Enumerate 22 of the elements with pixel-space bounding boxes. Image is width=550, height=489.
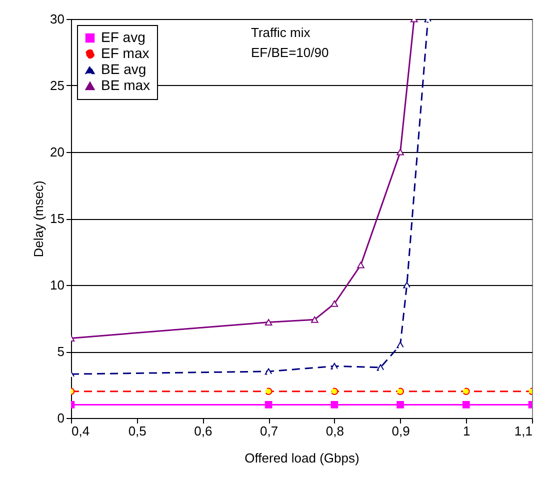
y-tick-label: 20 bbox=[50, 144, 64, 160]
y-tick-label: 15 bbox=[50, 211, 64, 226]
legend-label: EF max bbox=[101, 45, 150, 61]
y-tick-label: 25 bbox=[50, 78, 64, 93]
legend-label: BE max bbox=[101, 77, 150, 93]
x-tick-label: 0,5 bbox=[128, 424, 146, 438]
y-tick-label: 10 bbox=[50, 278, 64, 292]
x-tick-label: 0,4 bbox=[72, 424, 90, 438]
y-axis-title: Delay (msec) bbox=[31, 180, 46, 258]
x-axis-title: Offered load (Gbps) bbox=[244, 450, 360, 466]
x-tick-label: 0,6 bbox=[194, 424, 212, 438]
legend-label: EF avg bbox=[101, 29, 146, 45]
y-tick-label: 30 bbox=[50, 12, 64, 26]
annotation: Traffic mix EF/BE=10/90 bbox=[251, 25, 329, 60]
y-tick-label: 5 bbox=[57, 344, 64, 359]
x-tick-label: 1,1 bbox=[514, 424, 532, 438]
x-tick-label: 0,7 bbox=[260, 424, 278, 438]
x-tick-label: 1 bbox=[463, 424, 470, 438]
x-tick-label: 0,9 bbox=[392, 424, 410, 438]
x-tick-label: 0,8 bbox=[326, 424, 344, 438]
y-tick-label: 0 bbox=[57, 410, 64, 426]
legend-label: BE avg bbox=[101, 61, 146, 77]
